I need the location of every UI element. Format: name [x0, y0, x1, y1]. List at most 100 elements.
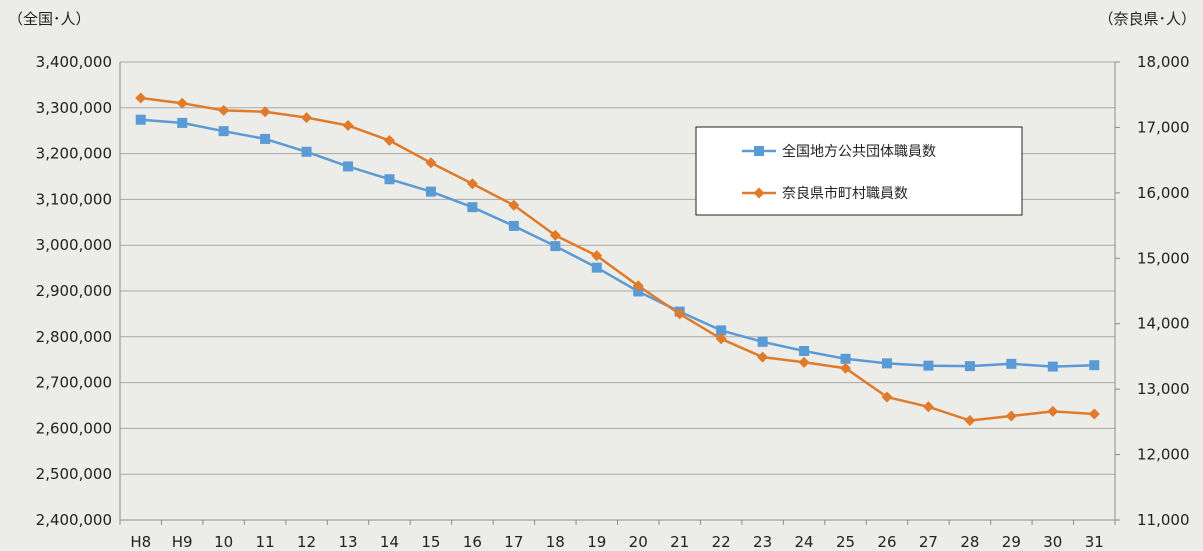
- data-point: [508, 220, 519, 231]
- x-tick-label: 15: [421, 533, 440, 551]
- data-point: [342, 119, 354, 131]
- x-tick-label: 19: [587, 533, 606, 551]
- x-tick-label: 17: [504, 533, 523, 551]
- legend-box: [695, 126, 1023, 216]
- left-tick-label: 3,100,000: [36, 190, 112, 208]
- right-tick-label: 13,000: [1137, 380, 1190, 398]
- series-line-2: [140, 96, 1095, 422]
- data-point: [591, 262, 602, 273]
- data-point: [260, 133, 271, 144]
- data-point: [632, 280, 644, 292]
- data-point: [508, 199, 520, 211]
- right-axis-unit: （奈良県･人）: [1098, 10, 1196, 28]
- data-point: [135, 114, 146, 125]
- data-point: [218, 104, 230, 116]
- data-point: [1089, 360, 1100, 371]
- data-point: [550, 241, 561, 252]
- data-point: [757, 336, 768, 347]
- x-tick-label: 31: [1085, 533, 1104, 551]
- x-tick-label: 16: [463, 533, 482, 551]
- data-point: [799, 345, 810, 356]
- left-tick-label: 2,800,000: [36, 328, 112, 346]
- data-point: [177, 117, 188, 128]
- data-point: [301, 112, 313, 124]
- x-tick-label: 20: [629, 533, 648, 551]
- right-tick-label: 12,000: [1137, 446, 1190, 464]
- x-tick-label: 30: [1043, 533, 1062, 551]
- x-tick-label: 21: [670, 533, 689, 551]
- data-point: [467, 202, 478, 213]
- left-tick-label: 3,400,000: [36, 53, 112, 71]
- left-tick-label: 2,400,000: [36, 511, 112, 529]
- data-point: [259, 106, 271, 118]
- data-point: [176, 97, 188, 109]
- data-point: [840, 362, 852, 374]
- x-tick-label: 28: [960, 533, 979, 551]
- right-tick-label: 18,000: [1137, 53, 1190, 71]
- left-tick-label: 2,500,000: [36, 465, 112, 483]
- x-tick-label: 13: [338, 533, 357, 551]
- x-tick-label: 29: [1002, 533, 1021, 551]
- x-tick-label: 24: [795, 533, 814, 551]
- data-point: [964, 415, 976, 427]
- data-point: [1006, 358, 1017, 369]
- x-tick-label: H8: [130, 533, 151, 551]
- left-axis-unit: （全国･人）: [8, 10, 91, 28]
- data-point: [384, 174, 395, 185]
- data-point: [1005, 410, 1017, 422]
- data-point: [716, 325, 727, 336]
- data-point: [549, 229, 561, 241]
- left-tick-label: 3,200,000: [36, 145, 112, 163]
- x-tick-label: 12: [297, 533, 316, 551]
- gridlines: [120, 61, 1115, 475]
- data-point: [881, 391, 893, 403]
- data-point: [715, 333, 727, 345]
- legend-label: 全国地方公共団体職員数: [782, 143, 936, 160]
- left-tick-label: 3,300,000: [36, 99, 112, 117]
- data-point: [383, 135, 395, 147]
- data-point: [757, 351, 769, 363]
- data-point: [466, 178, 478, 190]
- x-tick-label: 27: [919, 533, 938, 551]
- right-tick-label: 11,000: [1137, 511, 1190, 529]
- legend-marker: [754, 146, 764, 156]
- data-point: [881, 358, 892, 369]
- data-point: [798, 356, 810, 368]
- data-point: [633, 286, 644, 297]
- right-tick-label: 17,000: [1137, 118, 1190, 136]
- data-point: [135, 92, 147, 104]
- series-line-1: [140, 118, 1095, 368]
- x-tick-label: 11: [256, 533, 275, 551]
- data-point: [964, 361, 975, 372]
- left-tick-label: 3,000,000: [36, 236, 112, 254]
- axes: 2,400,000 2,500,000 2,600,000 2,700,000 2,80…: [36, 53, 1190, 551]
- series-lines: [135, 92, 1100, 427]
- x-tick-label: 10: [214, 533, 233, 551]
- x-tick-label: 26: [877, 533, 896, 551]
- x-tick-label: H9: [172, 533, 193, 551]
- left-tick-label: 2,600,000: [36, 419, 112, 437]
- data-point: [425, 186, 436, 197]
- data-point: [425, 157, 437, 169]
- data-point: [1047, 405, 1059, 417]
- data-point: [301, 146, 312, 157]
- x-tick-label: 14: [380, 533, 399, 551]
- x-tick-label: 25: [836, 533, 855, 551]
- x-tick-label: 18: [546, 533, 565, 551]
- data-point: [218, 126, 229, 137]
- left-tick-label: 2,900,000: [36, 282, 112, 300]
- x-tick-label: 23: [753, 533, 772, 551]
- legend-label: 奈良県市町村職員数: [782, 185, 908, 202]
- data-point: [1047, 361, 1058, 372]
- right-tick-label: 16,000: [1137, 184, 1190, 202]
- left-tick-label: 2,700,000: [36, 374, 112, 392]
- data-point: [922, 401, 934, 413]
- data-point: [591, 250, 603, 262]
- data-point: [923, 360, 934, 371]
- x-tick-label: 22: [712, 533, 731, 551]
- data-point: [343, 161, 354, 172]
- right-tick-label: 15,000: [1137, 249, 1190, 267]
- data-point: [840, 353, 851, 364]
